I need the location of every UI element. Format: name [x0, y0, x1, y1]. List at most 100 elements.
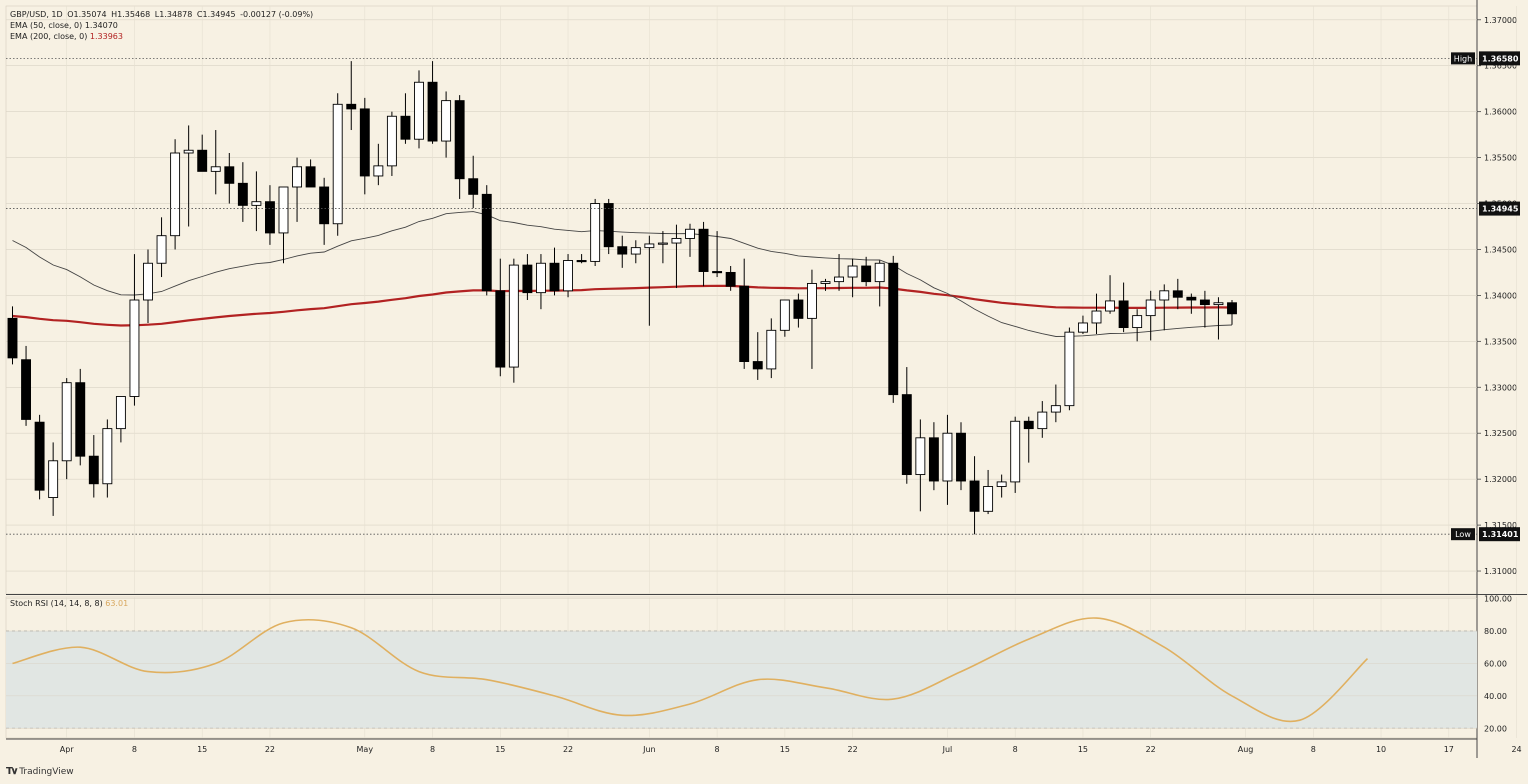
- marker-price-label: 1.31401: [1482, 530, 1519, 539]
- candle-bull: [61, 382, 72, 462]
- stoch-rsi-label: Stoch RSI (14, 14, 8, 8): [10, 599, 103, 608]
- candle-bull: [1077, 322, 1088, 333]
- candle-bull: [414, 81, 424, 140]
- candle-bear: [454, 100, 465, 180]
- legend-ema200[interactable]: EMA (200, close, 0) 1.33963: [10, 32, 123, 41]
- ema50-line: [12, 211, 1233, 337]
- stoch-rsi-value: 63.01: [105, 599, 129, 608]
- price-tick-label: 1.34500: [1484, 245, 1517, 254]
- price-tick-label: 1.32500: [1484, 429, 1517, 438]
- price-tick-label: 1.31500: [1484, 521, 1517, 530]
- candle-bear: [400, 115, 411, 140]
- candle-bear: [34, 421, 45, 491]
- candle-bull: [183, 149, 194, 154]
- legend-change: -0.00127 (-0.09%): [240, 10, 314, 19]
- candle-bull: [671, 237, 682, 244]
- candle-bear: [319, 186, 330, 225]
- candle-bear: [861, 265, 872, 283]
- candle-bear: [739, 285, 750, 363]
- marker-tag: [1451, 52, 1475, 65]
- candle-bear: [75, 382, 86, 457]
- time-tick-label: Aug: [1238, 745, 1254, 754]
- time-tick-label: 15: [780, 745, 790, 754]
- legend-high: H1.35468: [111, 10, 151, 19]
- candle-bull: [942, 432, 953, 482]
- candle-bear: [725, 271, 736, 287]
- candle-bear: [265, 201, 275, 234]
- candle-bull: [996, 481, 1007, 487]
- time-tick-label: 15: [197, 745, 207, 754]
- rsi-tick-label: 60.00: [1484, 659, 1507, 668]
- candle-bull: [644, 243, 655, 249]
- candle-bull: [441, 100, 452, 142]
- time-tick-label: 22: [848, 745, 858, 754]
- candle-bull: [292, 166, 302, 188]
- candle-bear: [888, 262, 899, 396]
- time-tick-label: 22: [563, 745, 573, 754]
- candle-bull: [983, 486, 994, 512]
- candle-bear: [522, 264, 533, 294]
- price-tick-label: 1.31000: [1484, 567, 1517, 576]
- candle-bull: [1213, 302, 1224, 306]
- ema50-value: 1.34070: [84, 21, 118, 30]
- time-tick-label: 8: [715, 745, 720, 754]
- rsi-tick-label: 40.00: [1484, 692, 1507, 701]
- marker-price-label: 1.34945: [1482, 205, 1519, 214]
- candle-bull: [1105, 300, 1116, 312]
- rsi-band-fill: [6, 631, 1477, 729]
- candle-bull: [1050, 405, 1061, 413]
- tradingview-brand[interactable]: T𝐯 TradingView: [6, 766, 74, 777]
- candle-bear: [1186, 296, 1197, 301]
- legend-ema50[interactable]: EMA (50, close, 0) 1.34070: [10, 21, 118, 30]
- candle-bear: [1118, 300, 1129, 329]
- candle-bull: [563, 260, 573, 292]
- candle-bear: [21, 359, 31, 420]
- candle-bear: [359, 108, 370, 177]
- candle-bull: [373, 165, 384, 177]
- candle-bull: [332, 103, 343, 225]
- legend-stoch-rsi[interactable]: Stoch RSI (14, 14, 8, 8) 63.01: [10, 599, 128, 608]
- candle-bull: [170, 152, 181, 237]
- legend-close: C1.34945: [196, 10, 236, 19]
- candle-bull: [129, 299, 140, 397]
- candle-bull: [143, 262, 153, 301]
- legend-open: O1.35074: [67, 10, 107, 19]
- legend-ohlc: GBP/USD, 1D O1.35074 H1.35468 L1.34878 C…: [10, 10, 314, 19]
- time-tick-label: Apr: [60, 745, 75, 754]
- candle-bull: [156, 235, 167, 264]
- candle-bull: [779, 299, 790, 331]
- candle-bull: [1145, 299, 1156, 317]
- rsi-tick-label: 80.00: [1484, 627, 1507, 636]
- price-tick-label: 1.36500: [1484, 62, 1517, 71]
- ema200-value: 1.33963: [89, 32, 123, 41]
- candle-bull: [1159, 290, 1170, 301]
- candle-bull: [278, 186, 289, 234]
- time-tick-label: Jun: [642, 745, 656, 754]
- candle-bull: [766, 329, 777, 370]
- candle-bull: [251, 201, 262, 206]
- tradingview-name: TradingView: [19, 766, 74, 777]
- time-tick-label: Jul: [942, 745, 953, 754]
- price-tick-label: 1.33000: [1484, 383, 1517, 392]
- candle-bull: [508, 264, 519, 368]
- candle-bull: [590, 203, 601, 262]
- candle-bull: [630, 247, 641, 255]
- marker-tag-label: High: [1454, 54, 1472, 63]
- candle-bear: [576, 260, 587, 263]
- time-tick-label: 8: [1311, 745, 1316, 754]
- time-tick-label: 8: [132, 745, 137, 754]
- price-tick-label: 1.37000: [1484, 16, 1517, 25]
- marker-price-badge: [1479, 527, 1520, 542]
- candle-bull: [915, 437, 926, 476]
- legend-interval: 1D: [51, 10, 63, 19]
- candle-bear: [237, 182, 248, 206]
- marker-tag-label: Low: [1455, 530, 1471, 539]
- rsi-tick-label: 100.00: [1484, 595, 1512, 604]
- candle-bear: [88, 455, 99, 485]
- candle-bear: [468, 178, 479, 195]
- stoch-rsi-line: [12, 617, 1369, 723]
- marker-price-badge: [1479, 51, 1520, 66]
- candle-bull: [685, 228, 695, 239]
- candle-bull: [102, 428, 113, 485]
